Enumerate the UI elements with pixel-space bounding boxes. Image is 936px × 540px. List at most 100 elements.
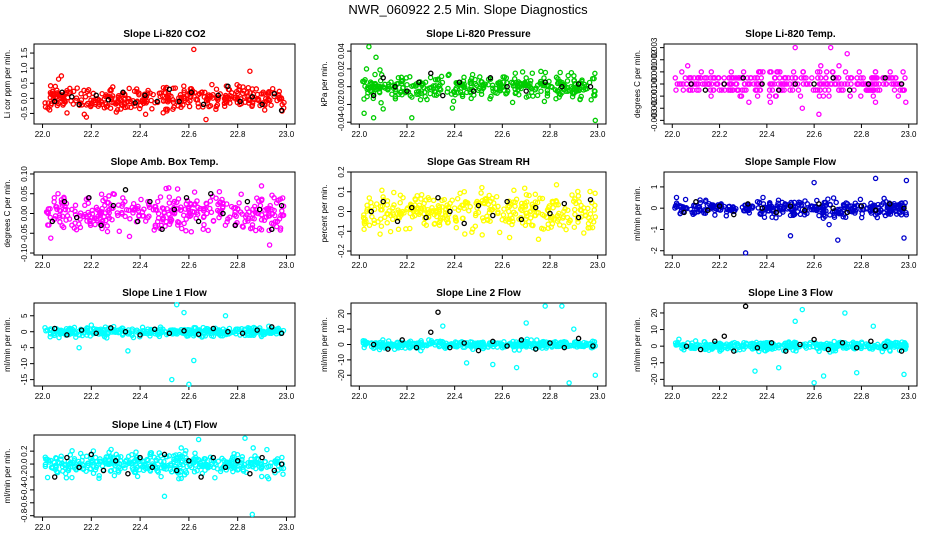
data-point [532,191,539,198]
data-point [185,205,192,212]
data-point [56,214,63,220]
outlier-point [903,177,910,184]
x-tick-label: 22.0 [35,261,51,270]
data-point [715,343,722,350]
reference-point [159,226,165,233]
data-point [823,69,830,75]
data-point [58,461,65,467]
reference-point [830,75,836,81]
data-point [158,458,164,465]
data-point [672,205,678,211]
data-point [673,194,680,201]
data-point [786,339,792,345]
data-point [481,344,488,350]
x-tick-label: 22.8 [542,261,558,270]
data-point [833,199,839,206]
data-point [376,346,383,353]
data-point [106,193,112,199]
data-point [249,103,255,110]
data-point [370,85,376,91]
data-point [776,75,783,81]
data-point [433,208,439,214]
data-point [136,329,142,335]
data-point [236,83,243,90]
reference-point [561,200,568,207]
data-point [873,81,880,87]
data-point [47,327,53,334]
data-point [697,75,704,81]
data-point [376,89,383,96]
panel-title: Slope Line 2 Flow [436,288,521,299]
data-point [538,88,544,94]
data-point [566,219,572,226]
y-tick-label: -0.10 [20,243,29,262]
data-point [258,473,265,480]
data-point [478,91,485,98]
data-point [262,458,268,465]
data-point [203,201,210,207]
reference-point [73,214,80,221]
data-point [412,197,419,203]
data-point [173,455,180,461]
data-point [234,467,241,473]
data-point [768,69,774,75]
data-point [437,82,443,88]
data-point [718,87,725,93]
reference-point [278,461,285,467]
data-point [121,96,128,103]
data-point [753,81,760,87]
data-point [125,207,132,214]
data-point [859,340,865,347]
data-point [377,231,383,237]
reference-point [239,330,246,337]
data-point [199,89,205,95]
data-point [252,227,259,234]
x-tick-label: 22.2 [399,261,415,270]
data-point [107,87,113,94]
data-point [773,215,779,221]
data-point [500,212,507,218]
data-point [463,89,470,96]
outlier-point [363,66,370,72]
data-point [258,465,265,472]
data-point [573,87,579,94]
data-point [500,74,506,80]
data-point [577,96,583,102]
reference-point [787,203,794,209]
data-point [115,469,122,475]
outlier-point [816,111,822,118]
data-point [227,214,233,220]
data-point [176,475,182,482]
data-point [258,197,265,204]
data-point [470,346,476,353]
reference-point [882,343,888,349]
data-point [426,85,433,91]
x-tick-label: 22.0 [664,261,680,270]
x-tick-label: 22.0 [35,523,51,532]
data-point [210,217,217,224]
reference-point [575,335,582,342]
data-point [582,342,588,348]
data-point [872,69,879,75]
data-point [848,75,855,81]
data-point [518,339,524,345]
data-point [521,185,528,191]
y-tick-label: -20 [650,373,659,385]
reference-point [712,338,718,344]
y-axis-label: kPa per min. [320,62,329,107]
data-point [808,206,814,213]
data-point [781,81,787,87]
x-tick-label: 23.0 [901,261,917,270]
data-point [803,81,809,87]
data-point [436,343,442,350]
data-point [673,87,679,93]
reference-point [49,218,56,225]
data-point [418,196,424,202]
reference-point [428,329,434,335]
data-point [511,347,518,353]
data-point [367,81,373,87]
data-point [281,99,287,106]
data-point [527,215,534,221]
data-point [712,212,718,218]
data-point [490,200,497,206]
